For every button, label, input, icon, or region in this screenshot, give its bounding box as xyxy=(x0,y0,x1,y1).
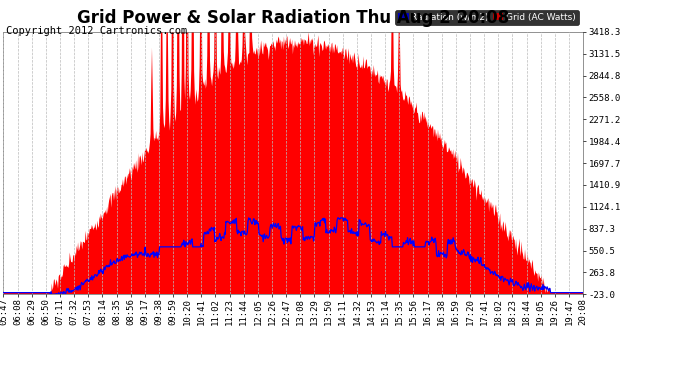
Legend: Radiation (w/m2), Grid (AC Watts): Radiation (w/m2), Grid (AC Watts) xyxy=(395,10,578,24)
Text: Grid Power & Solar Radiation Thu Aug 2 20:08: Grid Power & Solar Radiation Thu Aug 2 2… xyxy=(77,9,509,27)
Text: Copyright 2012 Cartronics.com: Copyright 2012 Cartronics.com xyxy=(6,26,187,36)
